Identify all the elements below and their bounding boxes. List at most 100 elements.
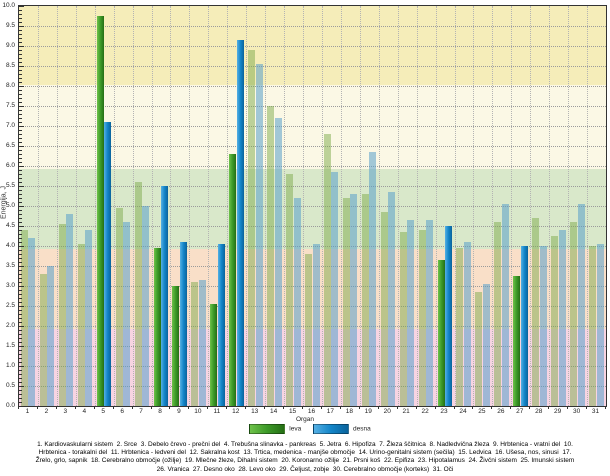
x-tick-label: 26	[497, 408, 505, 415]
y-tick-label: 10.0	[2, 1, 15, 9]
x-tick-label: 15	[288, 408, 297, 415]
y-tick-label: 3.5	[5, 261, 15, 269]
h-gridline	[19, 226, 606, 227]
y-tick-label: 9.5	[5, 21, 15, 29]
bar-23-leva	[437, 260, 445, 406]
x-tick	[188, 406, 190, 409]
y-minor-tick	[19, 38, 22, 39]
v-gridline	[378, 6, 380, 406]
y-minor-tick	[19, 374, 22, 375]
v-gridline	[549, 6, 551, 406]
bar-17-leva	[323, 134, 331, 406]
bar-25-desna	[482, 284, 490, 406]
v-gridline	[75, 6, 77, 406]
x-tick	[586, 406, 588, 409]
y-minor-tick	[19, 270, 22, 271]
y-minor-tick	[19, 54, 22, 55]
y-major-tick	[19, 106, 24, 107]
y-major-tick	[19, 366, 24, 367]
bar-13-desna	[255, 64, 263, 406]
v-gridline	[303, 6, 305, 406]
x-tick	[510, 406, 512, 409]
x-tick-label: 18	[345, 408, 353, 415]
y-minor-tick	[19, 210, 22, 211]
bar-9-desna	[179, 242, 187, 406]
y-tick-label: 6.0	[5, 161, 15, 169]
bar-14-desna	[274, 118, 282, 406]
x-axis-labels: 1 2 3 4 5 6 7 8 9 10 11 12 13 14 15 16 17 18 19 20 21 22 23 24 2…	[18, 406, 606, 417]
x-tick	[55, 406, 57, 409]
x-tick	[396, 406, 398, 409]
y-minor-tick	[19, 42, 22, 43]
h-gridline	[19, 206, 606, 207]
bar-20-leva	[380, 212, 388, 406]
y-minor-tick	[19, 258, 22, 259]
x-tick	[302, 406, 304, 409]
v-gridline	[132, 6, 134, 406]
bar-5-desna	[104, 122, 112, 406]
y-minor-tick	[19, 134, 22, 135]
x-tick	[377, 406, 379, 409]
y-minor-tick	[19, 158, 22, 159]
v-gridline	[94, 6, 96, 406]
x-tick	[567, 406, 569, 409]
x-tick	[529, 406, 531, 409]
y-tick-label: 8.0	[5, 81, 15, 89]
bar-23-desna	[445, 226, 453, 406]
x-tick-label: 17	[326, 408, 335, 415]
y-minor-tick	[19, 94, 22, 95]
y-minor-tick	[19, 294, 22, 295]
bar-10-desna	[198, 280, 206, 406]
x-tick	[18, 406, 19, 409]
x-tick-label: 12	[232, 408, 240, 415]
y-minor-tick	[19, 190, 22, 191]
y-tick-label: 7.0	[5, 121, 15, 129]
x-tick-label: 28	[535, 408, 543, 415]
y-minor-tick	[19, 358, 22, 359]
y-minor-tick	[19, 222, 22, 223]
y-minor-tick	[19, 394, 22, 395]
v-gridline	[511, 6, 513, 406]
y-major-tick	[19, 346, 24, 347]
x-tick	[169, 406, 171, 409]
y-tick-label: 2.0	[5, 321, 15, 329]
v-gridline	[208, 6, 210, 406]
h-gridline	[19, 126, 606, 127]
y-minor-tick	[19, 350, 22, 351]
x-tick	[472, 406, 474, 409]
y-minor-tick	[19, 162, 22, 163]
bar-3-leva	[58, 224, 66, 406]
bar-2-leva	[39, 274, 47, 406]
x-tick	[131, 406, 133, 409]
y-major-tick	[19, 226, 24, 227]
bar-21-leva	[399, 232, 407, 406]
v-gridline	[227, 6, 229, 406]
y-tick-label: 6.5	[5, 141, 15, 149]
y-minor-tick	[19, 142, 22, 143]
y-minor-tick	[19, 370, 22, 371]
y-tick-label: 9.0	[5, 41, 15, 49]
y-major-tick	[19, 6, 24, 7]
bar-26-desna	[501, 204, 509, 406]
y-minor-tick	[19, 98, 22, 99]
bar-19-desna	[369, 152, 377, 406]
y-minor-tick	[19, 150, 22, 151]
y-tick-label: 2.5	[5, 301, 15, 309]
x-tick-label: 14	[270, 408, 278, 415]
plot-area	[18, 5, 607, 407]
bar-30-leva	[570, 222, 578, 406]
x-tick	[339, 406, 341, 409]
x-tick	[453, 406, 455, 409]
v-gridline	[454, 6, 456, 406]
x-tick	[74, 406, 76, 409]
y-minor-tick	[19, 34, 22, 35]
legend-title: Organ	[295, 416, 315, 423]
y-major-tick	[19, 326, 24, 327]
bar-11-leva	[210, 304, 218, 406]
y-minor-tick	[19, 178, 22, 179]
bar-11-desna	[217, 244, 225, 406]
y-minor-tick	[19, 62, 22, 63]
x-tick-label: 21	[402, 408, 410, 415]
y-minor-tick	[19, 230, 22, 231]
y-minor-tick	[19, 118, 22, 119]
